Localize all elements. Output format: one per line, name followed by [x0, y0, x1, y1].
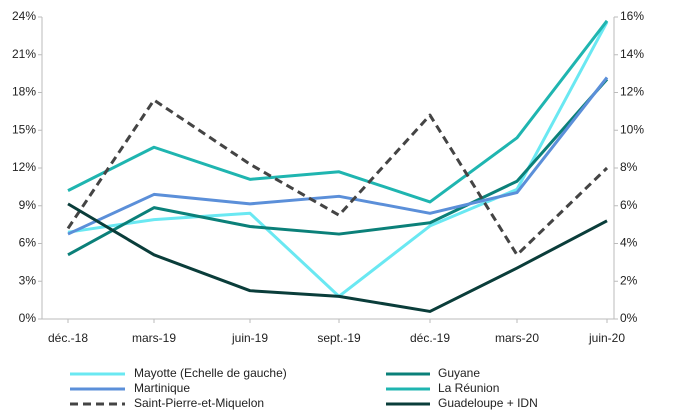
x-tick-label: déc.-19: [410, 331, 450, 345]
x-tick-label: juin-20: [588, 331, 625, 345]
series-line: [67, 202, 608, 313]
y-tick-label: 9%: [19, 198, 37, 212]
y-tick-label: 15%: [12, 122, 36, 136]
legend-label: La Réunion: [438, 381, 499, 395]
legend-label: Saint-Pierre-et-Miquelon: [134, 396, 264, 410]
x-tick-label: sept.-19: [317, 331, 361, 345]
y2-tick-label: 8%: [620, 160, 638, 174]
series-line: [67, 19, 609, 204]
legend-label: Guadeloupe + IDN: [438, 396, 538, 410]
y-tick-label: 12%: [12, 160, 36, 174]
series-line: [67, 78, 609, 257]
y2-tick-label: 16%: [620, 9, 644, 23]
y2-tick-label: 6%: [620, 198, 638, 212]
y2-tick-label: 12%: [620, 85, 644, 99]
y2-tick-label: 2%: [620, 273, 638, 287]
y2-tick-label: 14%: [620, 47, 644, 61]
y2-tick-label: 4%: [620, 236, 638, 250]
y-tick-label: 24%: [12, 9, 36, 23]
legend-label: Guyane: [438, 366, 480, 380]
y-tick-label: 21%: [12, 47, 36, 61]
y-tick-label: 18%: [12, 85, 36, 99]
x-tick-label: déc.-18: [48, 331, 88, 345]
legend-label: Martinique: [134, 381, 190, 395]
x-tick-label: mars-20: [495, 331, 539, 345]
y2-tick-label: 10%: [620, 122, 644, 136]
x-tick-label: juin-19: [231, 331, 268, 345]
series-line: [67, 21, 609, 298]
series-line: [67, 76, 609, 236]
x-tick-label: mars-19: [132, 331, 176, 345]
y-tick-label: 0%: [19, 311, 37, 325]
series-line: [66, 98, 609, 257]
legend-label: Mayotte (Echelle de gauche): [134, 366, 287, 380]
y2-tick-label: 0%: [620, 311, 638, 325]
y-tick-label: 3%: [19, 273, 37, 287]
y-tick-label: 6%: [19, 236, 37, 250]
